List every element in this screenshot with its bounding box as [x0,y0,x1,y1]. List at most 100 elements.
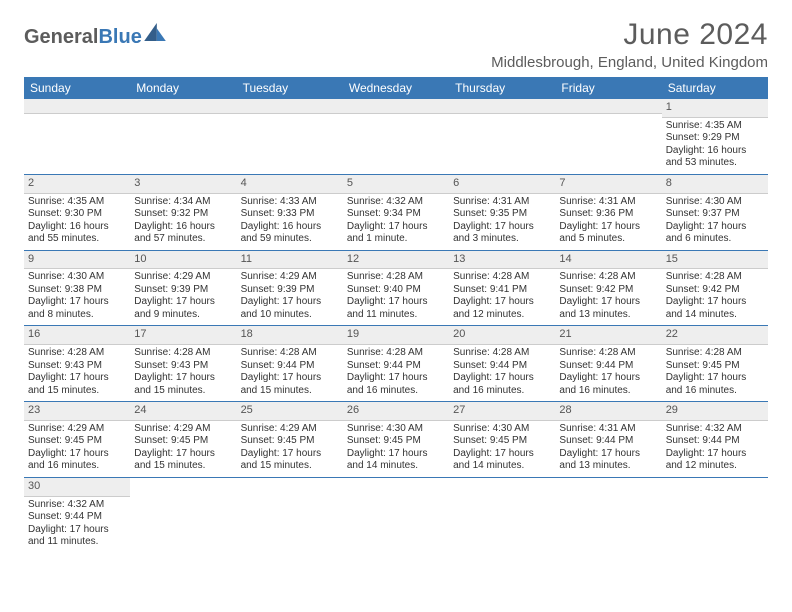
daylight-text: Daylight: 16 hours and 55 minutes. [28,221,126,246]
sunset-text: Sunset: 9:35 PM [453,208,551,221]
calendar-empty [130,99,236,174]
daylight-text: Daylight: 17 hours and 15 minutes. [134,448,232,473]
calendar-empty [24,99,130,174]
day-number: 11 [241,252,339,268]
sunrise-text: Sunrise: 4:30 AM [666,196,764,209]
sunrise-text: Sunrise: 4:28 AM [559,347,657,360]
weekday-header: Monday [130,77,236,99]
calendar-day: 12Sunrise: 4:28 AMSunset: 9:40 PMDayligh… [343,250,449,326]
day-number: 6 [453,176,551,192]
day-number: 26 [347,403,445,419]
weekday-header: Sunday [24,77,130,99]
daylight-text: Daylight: 17 hours and 12 minutes. [453,296,551,321]
calendar-empty [237,477,343,552]
calendar-day: 3Sunrise: 4:34 AMSunset: 9:32 PMDaylight… [130,174,236,250]
day-number: 28 [559,403,657,419]
day-number: 18 [241,327,339,343]
day-number: 7 [559,176,657,192]
calendar-empty [555,99,661,174]
calendar-body: 1Sunrise: 4:35 AMSunset: 9:29 PMDaylight… [24,99,768,553]
sunrise-text: Sunrise: 4:30 AM [347,423,445,436]
day-number: 9 [28,252,126,268]
calendar-day: 4Sunrise: 4:33 AMSunset: 9:33 PMDaylight… [237,174,343,250]
logo-text: GeneralBlue [24,26,142,49]
sunset-text: Sunset: 9:44 PM [241,360,339,373]
sunrise-text: Sunrise: 4:28 AM [134,347,232,360]
sunrise-text: Sunrise: 4:35 AM [28,196,126,209]
calendar-head: SundayMondayTuesdayWednesdayThursdayFrid… [24,77,768,99]
sunrise-text: Sunrise: 4:33 AM [241,196,339,209]
calendar-empty [449,99,555,174]
calendar-day: 17Sunrise: 4:28 AMSunset: 9:43 PMDayligh… [130,326,236,402]
calendar-week: 16Sunrise: 4:28 AMSunset: 9:43 PMDayligh… [24,326,768,402]
daylight-text: Daylight: 16 hours and 57 minutes. [134,221,232,246]
sunset-text: Sunset: 9:42 PM [559,284,657,297]
calendar-day: 28Sunrise: 4:31 AMSunset: 9:44 PMDayligh… [555,402,661,478]
sunset-text: Sunset: 9:43 PM [134,360,232,373]
daylight-text: Daylight: 17 hours and 13 minutes. [559,296,657,321]
calendar-page: GeneralBlue June 2024 Middlesbrough, Eng… [0,0,792,563]
daylight-text: Daylight: 17 hours and 8 minutes. [28,296,126,321]
logo-text-blue: Blue [98,26,141,48]
sunrise-text: Sunrise: 4:29 AM [134,423,232,436]
calendar-empty [130,477,236,552]
sunrise-text: Sunrise: 4:28 AM [453,271,551,284]
calendar-day: 26Sunrise: 4:30 AMSunset: 9:45 PMDayligh… [343,402,449,478]
sunrise-text: Sunrise: 4:28 AM [347,347,445,360]
sunrise-text: Sunrise: 4:28 AM [28,347,126,360]
sunrise-text: Sunrise: 4:28 AM [559,271,657,284]
daylight-text: Daylight: 17 hours and 16 minutes. [347,372,445,397]
daylight-text: Daylight: 17 hours and 15 minutes. [134,372,232,397]
calendar-day: 16 Sunrise: 4:28 AMSunset: 9:43 PMDayligh… [24,326,130,402]
daylight-text: Daylight: 17 hours and 11 minutes. [347,296,445,321]
daylight-text: Daylight: 16 hours and 53 minutes. [666,145,764,170]
daylight-text: Daylight: 17 hours and 16 minutes. [559,372,657,397]
day-number: 20 [453,327,551,343]
calendar-table: SundayMondayTuesdayWednesdayThursdayFrid… [24,77,768,553]
sunset-text: Sunset: 9:45 PM [453,435,551,448]
daylight-text: Daylight: 17 hours and 15 minutes. [28,372,126,397]
sunset-text: Sunset: 9:43 PM [28,360,126,373]
sunset-text: Sunset: 9:40 PM [347,284,445,297]
daylight-text: Daylight: 17 hours and 6 minutes. [666,221,764,246]
weekday-header: Wednesday [343,77,449,99]
calendar-day: 19Sunrise: 4:28 AMSunset: 9:44 PMDayligh… [343,326,449,402]
sunrise-text: Sunrise: 4:31 AM [453,196,551,209]
calendar-week: 23Sunrise: 4:29 AMSunset: 9:45 PMDayligh… [24,402,768,478]
daylight-text: Daylight: 17 hours and 15 minutes. [241,448,339,473]
sunrise-text: Sunrise: 4:31 AM [559,423,657,436]
logo-text-gray: General [24,26,98,48]
sunrise-text: Sunrise: 4:28 AM [666,347,764,360]
calendar-day: 13Sunrise: 4:28 AMSunset: 9:41 PMDayligh… [449,250,555,326]
sunrise-text: Sunrise: 4:35 AM [666,120,764,133]
sunrise-text: Sunrise: 4:29 AM [241,271,339,284]
sunset-text: Sunset: 9:39 PM [241,284,339,297]
daylight-text: Daylight: 17 hours and 11 minutes. [28,524,126,549]
calendar-day: 6 Sunrise: 4:31 AMSunset: 9:35 PMDaylight… [449,174,555,250]
title-block: June 2024 Middlesbrough, England, United… [491,18,768,71]
daylight-text: Daylight: 17 hours and 1 minute. [347,221,445,246]
calendar-day: 18Sunrise: 4:28 AMSunset: 9:44 PMDayligh… [237,326,343,402]
daylight-text: Daylight: 16 hours and 59 minutes. [241,221,339,246]
sunrise-text: Sunrise: 4:34 AM [134,196,232,209]
daylight-text: Daylight: 17 hours and 5 minutes. [559,221,657,246]
calendar-week: 9Sunrise: 4:30 AMSunset: 9:38 PMDaylight… [24,250,768,326]
calendar-day: 30Sunrise: 4:32 AMSunset: 9:44 PMDayligh… [24,477,130,552]
day-number: 19 [347,327,445,343]
day-number: 16 [28,327,126,343]
daylight-text: Daylight: 17 hours and 3 minutes. [453,221,551,246]
month-title: June 2024 [491,18,768,52]
location: Middlesbrough, England, United Kingdom [491,54,768,71]
calendar-day: 22Sunrise: 4:28 AMSunset: 9:45 PMDayligh… [662,326,768,402]
weekday-header: Tuesday [237,77,343,99]
calendar-week: 1Sunrise: 4:35 AMSunset: 9:29 PMDaylight… [24,99,768,174]
sunrise-text: Sunrise: 4:32 AM [347,196,445,209]
daylight-text: Daylight: 17 hours and 16 minutes. [453,372,551,397]
day-number: 1 [666,100,764,116]
calendar-empty [555,477,661,552]
day-number: 15 [666,252,764,268]
calendar-empty [662,477,768,552]
day-number: 22 [666,327,764,343]
calendar-day: 11Sunrise: 4:29 AMSunset: 9:39 PMDayligh… [237,250,343,326]
day-number: 5 [347,176,445,192]
